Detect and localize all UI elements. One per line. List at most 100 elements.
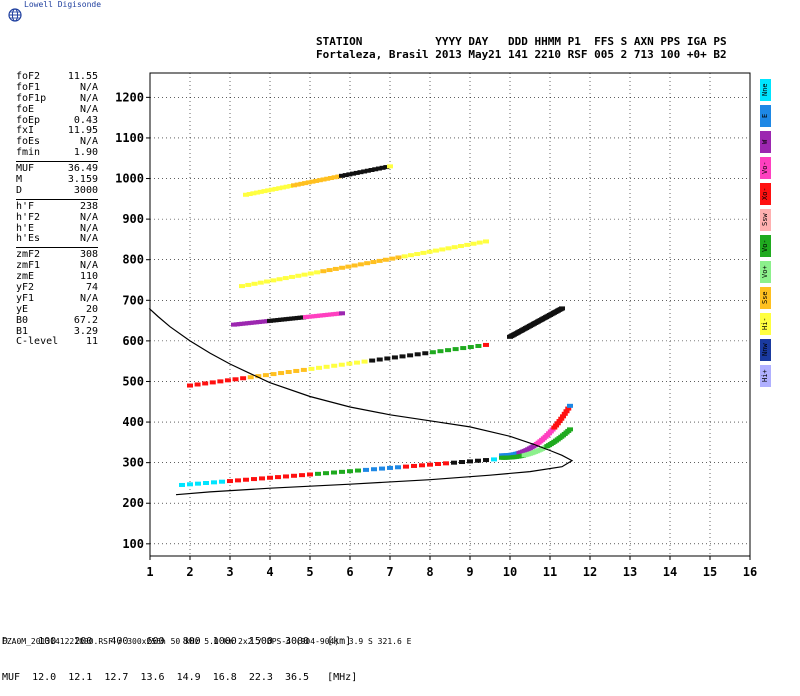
param-row: h'E N/A [16,223,98,235]
legend-swatch: Vo- [760,157,771,179]
x-tick-label: 14 [663,565,677,579]
param-row: M 3.159 [16,174,98,186]
param-value: N/A [79,233,98,245]
echo-point-3F [295,273,302,278]
param-name: C-level [16,336,59,348]
echo-point-2F [224,378,231,383]
footer-filename: FZA0M_2013141221000.RSF / 300x256h 50 kH… [2,637,412,646]
x-tick-label: 10 [503,565,517,579]
echo-point-2F [437,349,444,354]
legend-swatch: Hi+ [760,365,771,387]
param-row: foE N/A [16,104,98,116]
echo-point-3F [239,284,245,289]
y-tick-label: 700 [122,293,144,307]
echo-point-F1 [395,465,401,470]
legend-swatch: Nnw [760,339,771,361]
echo-point-4F [279,185,286,190]
x-tick-label: 12 [583,565,597,579]
echo-point-2F [270,372,277,377]
echo-point-3F [432,248,439,253]
echo-point-3F [301,272,308,277]
y-tick-label: 500 [122,374,144,388]
x-tick-label: 16 [743,565,757,579]
echo-point-3F [257,280,264,285]
param-name: zmF1 [16,260,41,272]
echo-point-3F [401,254,408,259]
echo-point-2F [391,355,398,360]
echo-point-3F [289,274,296,279]
echo-point-2F [323,364,330,369]
legend-label: Xo- [761,187,769,201]
x-tick-label: 6 [346,565,353,579]
legend-swatch: Vo+ [760,261,771,283]
param-value: N/A [79,81,98,93]
legend-swatch: W [760,131,771,153]
echo-point-F1 [187,482,193,487]
echo-point-2F [452,347,459,352]
echo-point-F2 [553,423,560,428]
echo-point-F1 [331,470,337,475]
echo-point-2F [338,362,345,367]
chart-grid [150,73,750,556]
echo-point-3F [407,253,414,258]
legend-label: Hi+ [761,369,769,383]
echo-point-4F [320,177,327,182]
echo-point-2F [475,343,482,348]
param-value: 1.90 [73,147,98,159]
echo-point-2F [262,373,269,378]
density-profile [148,307,574,496]
echo-point-2F [467,345,474,350]
param-name: B1 [16,325,29,337]
echo-point-F1 [355,468,361,473]
echo-point-2F [483,342,489,347]
echo-point-2F [293,368,300,373]
muf-table: D 100 200 400 600 800 1000 1500 3000 [km… [2,612,357,696]
echo-point-F1 [275,475,281,480]
echo-point-F1 [299,473,305,478]
echo-point-3F [470,241,477,246]
param-row: foF1p N/A [16,93,98,105]
echo-point-3F [445,246,452,251]
param-value: 36.49 [67,163,98,175]
echo-point-3F [326,268,333,273]
echo-point-F1 [419,463,425,468]
echo-point-3F [439,247,446,252]
param-row: foF2 11.55 [16,71,98,83]
echo-point-F1 [323,471,329,476]
echo-point-F1 [179,482,185,487]
echo-point-2F [187,383,193,388]
param-row: yF2 74 [16,282,98,294]
echo-point-F1 [347,469,353,474]
echo-point-2F [217,379,224,384]
echo-point-2F [376,357,383,362]
legend-label: Ssw [761,213,769,227]
echo-point-3F [282,276,289,281]
echo-point-3F [420,250,427,255]
echo-point-2F [429,350,436,355]
echo-point-3F [264,279,271,284]
header-values: Fortaleza, Brasil 2013 May21 141 2210 RS… [316,48,727,61]
echo-point-4F [368,167,375,172]
echo-point-F1 [427,462,433,467]
param-value: 20 [85,303,98,315]
echo-point-4F [387,164,393,169]
x-tick-label: 2 [186,565,193,579]
echo-point-F1 [259,476,265,481]
echo-point-2F [346,361,353,366]
x-tick-label: 15 [703,565,717,579]
echo-point-4F [357,170,364,175]
echo-point-2F [353,360,360,365]
param-row: fmin 1.90 [16,147,98,159]
echo-point-2F [445,348,452,353]
y-tick-label: 300 [122,456,144,470]
param-value: 110 [79,271,98,283]
echo-point-4F [309,179,316,184]
echo-point-4F [339,173,345,178]
echo-point-F2 [561,411,568,416]
y-tick-label: 200 [122,496,144,510]
echo-point-4F [268,187,275,192]
echo-point-F1 [379,466,385,471]
echo-point-4F [350,171,357,176]
echo-point-F2 [565,406,572,411]
echo-point-2F [255,374,262,379]
